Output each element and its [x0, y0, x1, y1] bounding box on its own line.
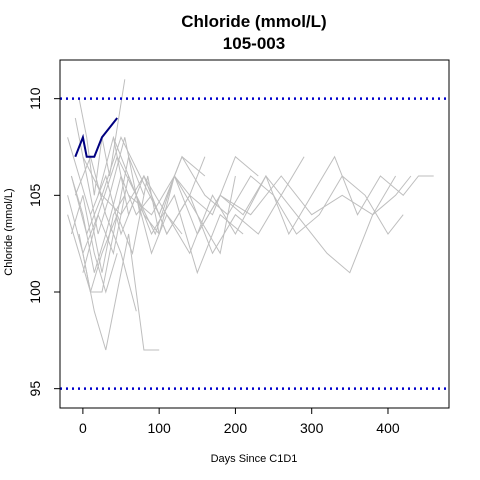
background-series-line-12 [128, 155, 434, 236]
x-tick-label: 400 [376, 420, 400, 436]
background-series-line-4 [78, 175, 160, 293]
background-series-line-13 [143, 175, 412, 274]
x-tick-label: 300 [300, 420, 324, 436]
highlight-series-line [74, 117, 118, 158]
y-tick-label: 105 [27, 183, 43, 207]
plot-frame [59, 59, 450, 409]
x-tick-label: 200 [224, 420, 248, 436]
background-series-line-17 [82, 135, 206, 216]
background-series-line-19 [67, 137, 126, 273]
background-series-line-8 [82, 233, 160, 351]
x-tick-label: 0 [79, 420, 87, 436]
chart-title: Chloride (mmol/L) [181, 12, 326, 31]
chart-subtitle: 105-003 [223, 34, 285, 53]
background-series-line-14 [158, 155, 404, 235]
x-tick-label: 100 [147, 420, 171, 436]
y-axis-label: Chloride (mmol/L) [3, 188, 15, 275]
reference-lines [60, 97, 449, 390]
background-series-line-16 [70, 195, 118, 294]
y-tick-label: 110 [27, 87, 43, 110]
background-series-line-9 [78, 79, 126, 196]
background-series-line-11 [112, 137, 305, 255]
x-axis-label: Days Since C1D1 [211, 453, 298, 465]
series-layer [67, 79, 434, 351]
background-series-line-7 [74, 155, 137, 312]
background-series-line-20 [97, 135, 206, 236]
background-series-line-3 [74, 117, 141, 235]
background-series-line-6 [82, 174, 244, 275]
axes: 0 100 200 300 400 95 100 105 110 [27, 59, 450, 436]
background-series-line-15 [196, 175, 397, 235]
y-tick-label: 95 [27, 381, 43, 397]
y-tick-label: 100 [27, 280, 43, 304]
